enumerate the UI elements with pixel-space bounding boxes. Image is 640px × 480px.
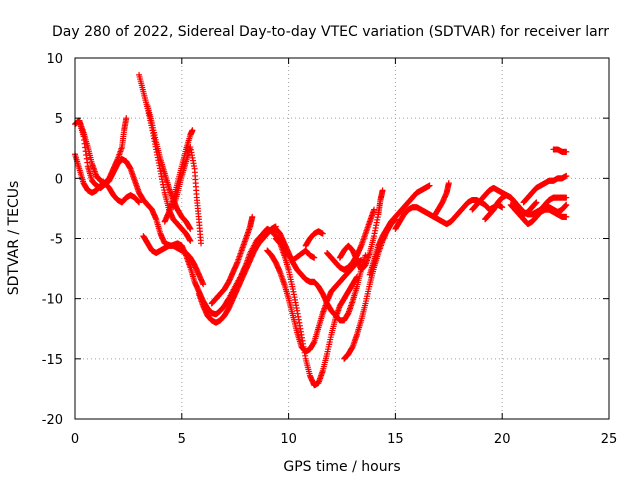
x-tick-label: 15 bbox=[387, 432, 404, 447]
series-arc-c bbox=[76, 115, 130, 187]
x-tick-label: 25 bbox=[601, 432, 618, 447]
y-tick-label: -15 bbox=[42, 353, 63, 368]
data-marks bbox=[72, 71, 570, 389]
x-tick-label: 10 bbox=[280, 432, 297, 447]
y-tick-label: 0 bbox=[55, 172, 63, 187]
series-arc-a bbox=[72, 117, 318, 318]
series-arc-j bbox=[208, 213, 256, 307]
data-point bbox=[563, 213, 570, 220]
y-tick-label: -10 bbox=[42, 293, 63, 308]
x-tick-label: 0 bbox=[71, 432, 79, 447]
series-arc-l bbox=[272, 235, 360, 389]
data-point bbox=[200, 281, 207, 288]
series-arc-p bbox=[336, 187, 386, 273]
series-arc-f bbox=[140, 233, 207, 288]
data-point bbox=[426, 182, 433, 189]
grid bbox=[75, 58, 609, 419]
data-point bbox=[563, 201, 570, 208]
data-point bbox=[123, 115, 130, 122]
data-point bbox=[136, 199, 143, 206]
data-point bbox=[563, 172, 570, 179]
data-point bbox=[379, 187, 386, 194]
y-tick-label: 10 bbox=[46, 52, 63, 67]
x-axis-label: GPS time / hours bbox=[283, 459, 400, 475]
axis-ticks bbox=[74, 57, 610, 420]
data-point bbox=[371, 206, 378, 213]
data-point bbox=[189, 127, 196, 134]
data-point bbox=[311, 254, 318, 261]
series-arc-z bbox=[550, 146, 570, 155]
data-point bbox=[249, 213, 256, 220]
series-arc-w bbox=[507, 201, 570, 228]
data-point bbox=[499, 204, 506, 211]
data-point bbox=[445, 180, 452, 187]
series-arc-t bbox=[430, 180, 452, 220]
x-tick-label: 20 bbox=[494, 432, 511, 447]
data-point bbox=[187, 237, 194, 244]
series-arc-r bbox=[366, 182, 433, 278]
y-tick-labels: -20 -15 -10 -5 0 5 10 bbox=[42, 52, 63, 428]
series-arc-q bbox=[324, 206, 378, 273]
x-tick-label: 5 bbox=[178, 432, 186, 447]
series-arc-n bbox=[302, 228, 326, 249]
data-point bbox=[187, 225, 194, 232]
series-arc-i bbox=[195, 223, 279, 326]
data-point bbox=[563, 194, 570, 201]
x-tick-labels: 0 5 10 15 20 25 bbox=[71, 432, 617, 447]
data-point bbox=[319, 230, 326, 237]
data-point bbox=[563, 148, 570, 155]
y-tick-label: -5 bbox=[50, 233, 63, 248]
series-arc-h bbox=[170, 144, 205, 247]
data-point bbox=[198, 240, 205, 247]
y-tick-label: -20 bbox=[42, 413, 63, 428]
chart-title: Day 280 of 2022, Sidereal Day-to-day VTE… bbox=[52, 24, 609, 40]
series-arc-y bbox=[537, 194, 570, 213]
y-tick-label: 5 bbox=[55, 112, 63, 127]
series-arc-x bbox=[520, 172, 570, 206]
series-arc-m bbox=[268, 225, 369, 324]
data-point bbox=[533, 199, 540, 206]
y-axis-label: SDTVAR / TECUs bbox=[6, 181, 22, 296]
